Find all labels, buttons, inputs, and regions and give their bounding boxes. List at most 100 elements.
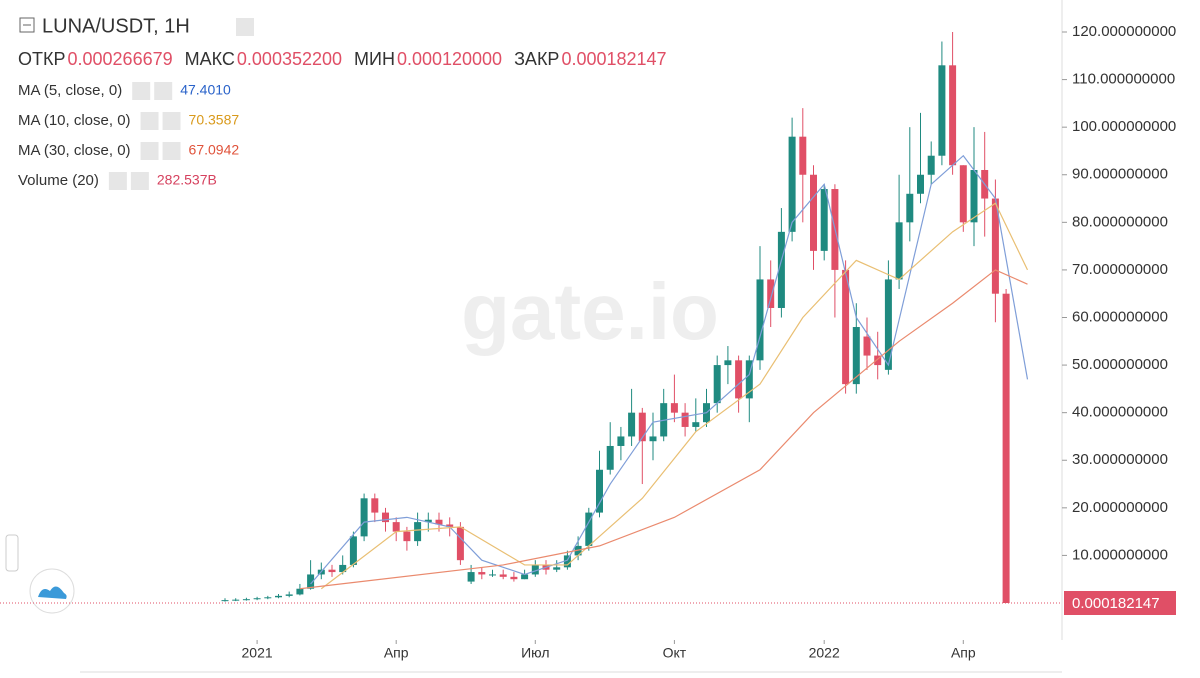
y-tick-label: 30.000000000 (1072, 451, 1168, 468)
candle-body (617, 436, 625, 446)
ma-line (320, 202, 1029, 590)
ohlc-name: ОТКР (18, 49, 66, 69)
candle-body (521, 574, 529, 580)
candle-body (895, 222, 903, 280)
indicator-remove[interactable] (162, 112, 181, 130)
candle-body (510, 576, 518, 580)
candle-body (307, 574, 315, 589)
candle-body (745, 360, 753, 399)
indicator-remove[interactable] (162, 142, 181, 160)
candle-body (927, 155, 935, 175)
candle-body (371, 498, 379, 513)
last-price-label: 0.000182147 (1072, 595, 1160, 612)
candle-body (767, 279, 775, 308)
indicator-value: 70.3587 (189, 112, 240, 128)
settings-icon[interactable] (236, 18, 254, 36)
x-tick-label: Окт (663, 645, 687, 661)
candle-body (264, 597, 272, 599)
candle-body (424, 519, 432, 523)
candle-body (1002, 293, 1010, 603)
candle-body (852, 327, 860, 385)
ohlc-value: 0.000352200 (237, 49, 342, 69)
candle-body (959, 165, 967, 223)
candle-body (360, 498, 368, 537)
indicator-remove[interactable] (130, 172, 149, 190)
candle-body (456, 526, 464, 561)
indicator-settings[interactable] (132, 82, 151, 100)
collapse-icon[interactable] (19, 17, 35, 33)
y-tick-label: 80.000000000 (1072, 213, 1168, 230)
candle-body (670, 403, 678, 413)
y-tick-label: 50.000000000 (1072, 356, 1168, 373)
candle-body (435, 519, 443, 525)
candle-body (489, 574, 496, 576)
candle-body (339, 564, 347, 573)
y-tick-label: 60.000000000 (1072, 308, 1168, 325)
candle-body (842, 269, 850, 385)
ma-line (299, 269, 1028, 590)
candle-body (606, 445, 614, 470)
indicator-settings[interactable] (140, 112, 159, 130)
x-tick-label: 2021 (242, 645, 273, 661)
candle-body (756, 279, 764, 361)
ohlc-name: МИН (354, 49, 395, 69)
candle-body (285, 594, 293, 596)
x-tick-label: Апр (951, 645, 976, 661)
candle-body (681, 412, 689, 427)
indicator-name: MA (10, close, 0) (18, 112, 131, 129)
ohlc-value: 0.000120000 (397, 49, 502, 69)
candle-body (553, 567, 561, 570)
indicator-value: 47.4010 (180, 82, 231, 98)
x-tick-label: Апр (384, 645, 409, 661)
candle-body (253, 598, 261, 600)
ohlc-name: МАКС (185, 49, 235, 69)
candle-body (735, 360, 743, 399)
y-tick-label: 20.000000000 (1072, 499, 1168, 516)
side-toggle[interactable] (5, 534, 19, 572)
indicator-name: MA (30, close, 0) (18, 142, 131, 159)
candle-body (863, 336, 871, 356)
candle-body (788, 136, 796, 232)
x-tick-label: 2022 (809, 645, 840, 661)
candle-body (414, 522, 422, 542)
candle-body (799, 136, 807, 175)
candle-body (242, 599, 250, 601)
candle-body (938, 65, 946, 156)
candle-body (392, 522, 400, 532)
candle-body (713, 365, 721, 404)
last-price-box (1064, 590, 1176, 615)
candle-body (478, 572, 486, 575)
candle-body (724, 360, 732, 366)
candle-body (820, 189, 828, 251)
indicator-remove[interactable] (154, 82, 173, 100)
candle-body (221, 600, 229, 602)
y-tick-label: 100.000000000 (1072, 118, 1176, 135)
candle-body (810, 174, 817, 251)
candle-body (403, 531, 411, 542)
y-tick-label: 40.000000000 (1072, 404, 1168, 421)
candle-body (692, 422, 700, 427)
indicator-value: 67.0942 (189, 142, 240, 158)
candle-body (585, 512, 593, 546)
indicator-name: Volume (20) (18, 172, 99, 189)
candle-body (638, 412, 646, 442)
candle-body (382, 512, 389, 523)
candle-body (991, 198, 999, 294)
candle-body (467, 572, 475, 582)
candle-body (328, 569, 336, 573)
y-tick-label: 70.000000000 (1072, 261, 1168, 278)
candle-body (275, 595, 282, 598)
candle-body (446, 524, 454, 527)
candle-body (777, 231, 785, 308)
candle-body (296, 588, 304, 595)
indicator-settings[interactable] (140, 142, 159, 160)
candle-body (970, 169, 978, 223)
indicator-value: 282.537B (157, 172, 217, 188)
candle-body (531, 564, 539, 575)
ohlc-value: 0.000182147 (561, 49, 666, 69)
symbol-title: LUNA/USDT, 1H (42, 15, 190, 37)
indicator-settings[interactable] (108, 172, 127, 190)
y-tick-label: 110.000000000 (1072, 71, 1175, 88)
candle-body (949, 65, 957, 166)
